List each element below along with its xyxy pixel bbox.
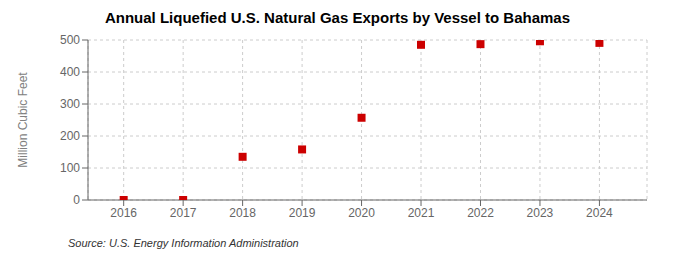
svg-text:2017: 2017 [170,206,197,220]
svg-text:2021: 2021 [408,206,435,220]
svg-text:Million Cubic Feet: Million Cubic Feet [16,72,30,168]
svg-text:500: 500 [60,33,80,47]
svg-text:400: 400 [60,65,80,79]
svg-text:0: 0 [73,193,80,207]
svg-text:2019: 2019 [289,206,316,220]
svg-text:2024: 2024 [586,206,613,220]
svg-text:200: 200 [60,129,80,143]
svg-text:2018: 2018 [229,206,256,220]
svg-text:2022: 2022 [467,206,494,220]
svg-text:2016: 2016 [110,206,137,220]
svg-text:2023: 2023 [527,206,554,220]
html-text:Source: U.S. Energy Informatio: Source: U.S. Energy Information Administ… [68,237,299,249]
svg-text:100: 100 [60,161,80,175]
svg-text:300: 300 [60,97,80,111]
html-text:Annual Liquefied U.S. Natural: Annual Liquefied U.S. Natural Gas Export… [104,9,571,26]
svg-text:2020: 2020 [348,206,375,220]
